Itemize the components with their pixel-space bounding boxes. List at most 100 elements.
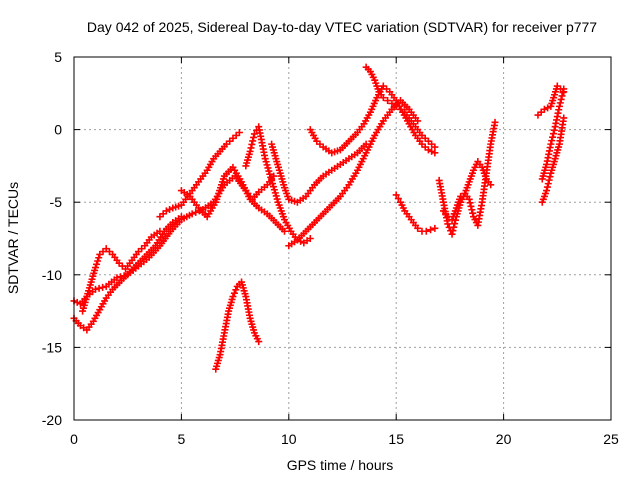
data-point	[250, 130, 258, 138]
data-point	[95, 284, 103, 292]
data-point	[491, 118, 499, 126]
data-point	[379, 94, 387, 102]
data-point	[414, 117, 422, 125]
data-point	[91, 285, 99, 293]
data-point	[549, 133, 557, 141]
axis-ticks: 0 5 10 15 20 25 -20 -15 -10 -5 0 5	[42, 49, 619, 447]
data-series-arc-g	[242, 123, 314, 247]
x-tick-label: 25	[603, 431, 619, 447]
y-tick-label: -5	[50, 194, 63, 210]
data-series-arc-d	[156, 129, 243, 221]
y-tick-label: -15	[42, 339, 62, 355]
data-point	[99, 283, 107, 291]
x-tick-label: 10	[281, 431, 297, 447]
data-point	[457, 192, 465, 200]
x-axis-label: GPS time / hours	[287, 457, 394, 473]
data-point	[469, 209, 477, 217]
data-point	[543, 183, 551, 191]
data-point	[192, 208, 200, 216]
data-point	[422, 227, 430, 235]
data-point	[177, 213, 185, 221]
data-point	[544, 104, 552, 112]
data-point	[448, 230, 456, 238]
data-point	[444, 220, 452, 228]
data-point	[557, 95, 565, 103]
x-tick-label: 15	[388, 431, 404, 447]
data-point	[91, 264, 99, 272]
data-point	[93, 260, 101, 268]
data-point	[232, 286, 240, 294]
data-point	[388, 99, 396, 107]
data-series-arc-m	[435, 118, 499, 238]
data-point	[113, 274, 121, 282]
data-point	[431, 224, 439, 232]
data-point	[384, 97, 392, 105]
plot-frame	[73, 56, 612, 421]
data-point	[465, 195, 473, 203]
data-point	[306, 235, 314, 242]
data-series-arc-e	[177, 163, 289, 235]
data-series-arc-l	[392, 191, 439, 235]
data-point	[255, 338, 263, 346]
data-point	[396, 105, 404, 113]
data-point	[540, 105, 548, 113]
data-point	[558, 92, 566, 100]
data-point	[166, 205, 174, 213]
x-tick-label: 20	[496, 431, 512, 447]
data-point	[94, 257, 102, 265]
y-tick-label: 0	[54, 122, 62, 138]
data-point	[555, 102, 563, 110]
data-point	[230, 289, 238, 297]
data-series-arc-c	[79, 227, 164, 315]
data-point	[188, 210, 196, 218]
data-series-arc-j	[306, 82, 439, 157]
data-series-arc-h	[268, 140, 370, 206]
data-point	[424, 146, 432, 154]
data-point	[73, 298, 81, 306]
data-point	[427, 226, 435, 234]
data-point	[431, 143, 439, 151]
data-point	[428, 147, 436, 155]
data-series-arc-n	[439, 158, 495, 224]
data-point	[549, 130, 557, 138]
data-series-arc-o	[538, 114, 568, 206]
data-series-arc-p	[538, 85, 568, 183]
data-point	[543, 187, 551, 195]
data-point	[297, 237, 305, 245]
chart-title: Day 042 of 2025, Sidereal Day-to-day VTE…	[87, 19, 597, 35]
data-point	[468, 206, 476, 214]
data-point	[548, 137, 556, 145]
data-series-arc-i	[285, 97, 422, 250]
data-point	[560, 88, 568, 96]
data-point	[546, 173, 554, 181]
data-point	[249, 137, 257, 145]
y-axis-label: SDTVAR / TECUs	[5, 182, 21, 294]
x-tick-label: 5	[178, 431, 186, 447]
data-point	[162, 207, 170, 215]
data-series-arc-b	[70, 213, 185, 334]
data-point	[95, 254, 103, 262]
data-point	[246, 147, 254, 155]
data-point	[560, 114, 568, 122]
data-point	[556, 99, 564, 107]
grid	[74, 57, 611, 420]
data-point	[414, 224, 422, 232]
data-points	[70, 63, 568, 373]
data-point	[550, 126, 558, 134]
data-point	[156, 227, 164, 235]
data-point	[235, 129, 243, 137]
data-point	[467, 202, 475, 210]
y-tick-label: -10	[42, 267, 62, 283]
data-point	[392, 102, 400, 110]
data-point	[544, 180, 552, 188]
data-point	[392, 191, 400, 199]
y-tick-label: -20	[42, 412, 62, 428]
y-tick-label: 5	[54, 49, 62, 65]
data-series-arc-k	[362, 63, 439, 151]
data-point	[394, 195, 402, 203]
data-point	[247, 144, 255, 152]
data-point	[449, 227, 457, 235]
data-point	[281, 227, 289, 235]
data-series-arc-f	[212, 278, 263, 373]
